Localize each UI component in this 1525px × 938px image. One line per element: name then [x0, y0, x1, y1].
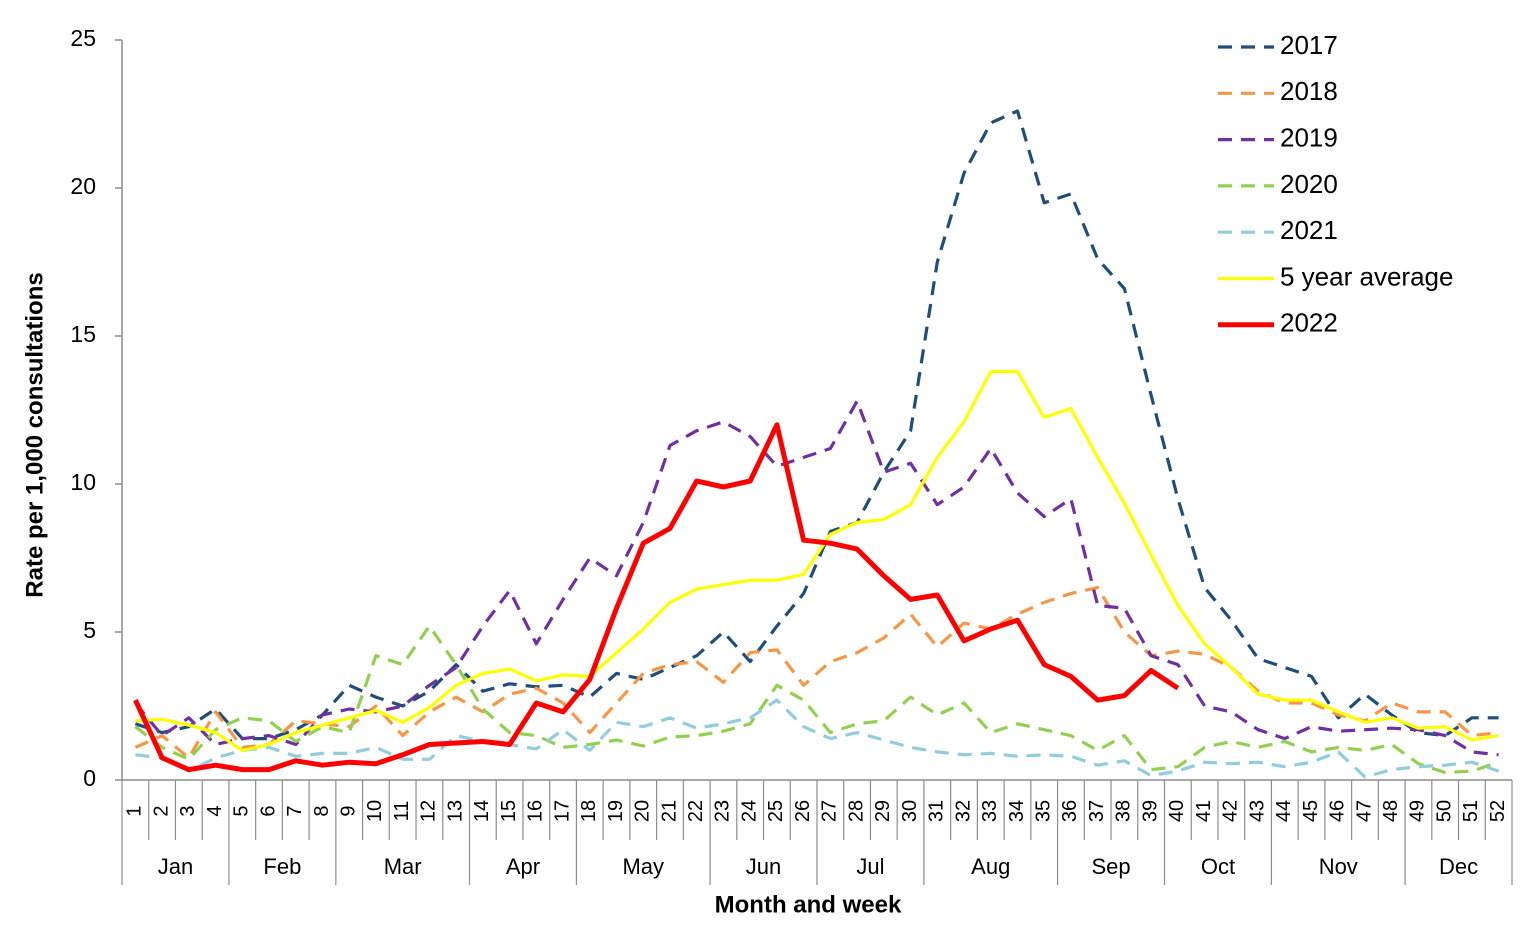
y-tick-label: 5 — [83, 617, 96, 643]
x-tick-label: 39 — [1139, 800, 1161, 822]
x-tick-label: 23 — [712, 800, 734, 822]
x-axis-label: Month and week — [715, 891, 902, 918]
month-label: Aug — [971, 854, 1010, 879]
legend-label: 5 year average — [1280, 261, 1453, 291]
x-tick-label: 19 — [605, 800, 627, 822]
legend-label: 2020 — [1280, 169, 1338, 199]
y-axis-label: Rate per 1,000 consultations — [21, 272, 48, 597]
month-label: Apr — [506, 854, 540, 879]
x-tick-label: 35 — [1032, 800, 1054, 822]
x-tick-label: 32 — [952, 800, 974, 822]
x-tick-label: 51 — [1460, 800, 1482, 822]
x-tick-label: 9 — [337, 805, 359, 816]
x-tick-label: 10 — [364, 800, 386, 822]
series-line — [134, 109, 1499, 741]
series-line — [134, 586, 1499, 760]
x-tick-label: 2 — [150, 805, 172, 816]
x-tick-label: 48 — [1380, 800, 1402, 822]
x-tick-label: 21 — [658, 800, 680, 822]
legend-label: 2021 — [1280, 215, 1338, 245]
month-label: May — [622, 854, 664, 879]
x-tick-label: 20 — [632, 800, 654, 822]
x-tick-label: 31 — [926, 800, 948, 822]
month-label: Oct — [1201, 854, 1235, 879]
month-label: Jan — [158, 854, 193, 879]
month-label: Nov — [1319, 854, 1358, 879]
x-tick-label: 11 — [391, 801, 413, 822]
x-tick-label: 5 — [231, 805, 253, 816]
y-tick-label: 25 — [70, 25, 96, 51]
x-tick-label: 30 — [899, 800, 921, 822]
x-tick-label: 34 — [1006, 800, 1028, 822]
month-label: Mar — [384, 854, 422, 879]
month-label: Jun — [746, 854, 781, 879]
x-tick-label: 44 — [1273, 800, 1295, 822]
legend-label: 2022 — [1280, 308, 1338, 338]
x-tick-label: 41 — [1193, 800, 1215, 822]
x-tick-label: 28 — [845, 800, 867, 822]
x-tick-label: 24 — [738, 800, 760, 822]
x-tick-label: 26 — [792, 800, 814, 822]
x-tick-label: 46 — [1327, 800, 1349, 822]
x-tick-label: 29 — [872, 800, 894, 822]
x-tick-label: 6 — [257, 805, 279, 816]
x-tick-label: 37 — [1086, 800, 1108, 822]
y-tick-label: 0 — [83, 765, 96, 791]
x-tick-label: 47 — [1353, 800, 1375, 822]
x-tick-label: 50 — [1433, 800, 1455, 822]
x-tick-label: 42 — [1220, 800, 1242, 822]
legend-label: 2018 — [1280, 76, 1338, 106]
series-line — [134, 624, 1500, 775]
series-line — [135, 698, 1500, 779]
x-tick-label: 33 — [979, 800, 1001, 822]
x-tick-label: 13 — [444, 800, 466, 822]
x-tick-label: 27 — [819, 800, 841, 822]
x-tick-label: 14 — [471, 800, 493, 822]
x-tick-label: 49 — [1407, 800, 1429, 822]
x-tick-label: 22 — [685, 800, 707, 822]
x-tick-label: 45 — [1300, 800, 1322, 822]
x-tick-label: 7 — [284, 805, 306, 816]
y-tick-label: 20 — [70, 173, 96, 199]
y-tick-label: 15 — [70, 321, 96, 347]
x-tick-label: 4 — [204, 805, 226, 816]
x-tick-label: 25 — [765, 800, 787, 822]
x-tick-label: 1 — [124, 805, 146, 816]
x-tick-label: 40 — [1166, 800, 1188, 822]
x-tick-label: 16 — [525, 800, 547, 822]
x-tick-label: 52 — [1487, 800, 1509, 822]
x-tick-label: 38 — [1113, 800, 1135, 822]
y-tick-label: 10 — [70, 469, 96, 495]
x-tick-label: 17 — [551, 800, 573, 822]
legend-label: 2019 — [1280, 122, 1338, 152]
x-tick-label: 43 — [1246, 800, 1268, 822]
x-tick-label: 8 — [311, 805, 333, 816]
x-tick-label: 15 — [498, 800, 520, 822]
month-label: Feb — [263, 854, 301, 879]
series-line — [133, 422, 1180, 773]
legend-label: 2017 — [1280, 30, 1338, 60]
x-tick-label: 18 — [578, 800, 600, 822]
month-label: Jul — [856, 854, 884, 879]
x-tick-label: 3 — [177, 805, 199, 816]
x-tick-label: 12 — [418, 800, 440, 822]
month-label: Sep — [1091, 854, 1130, 879]
series-line — [135, 369, 1499, 752]
x-tick-label: 36 — [1059, 800, 1081, 822]
month-label: Dec — [1439, 854, 1478, 879]
